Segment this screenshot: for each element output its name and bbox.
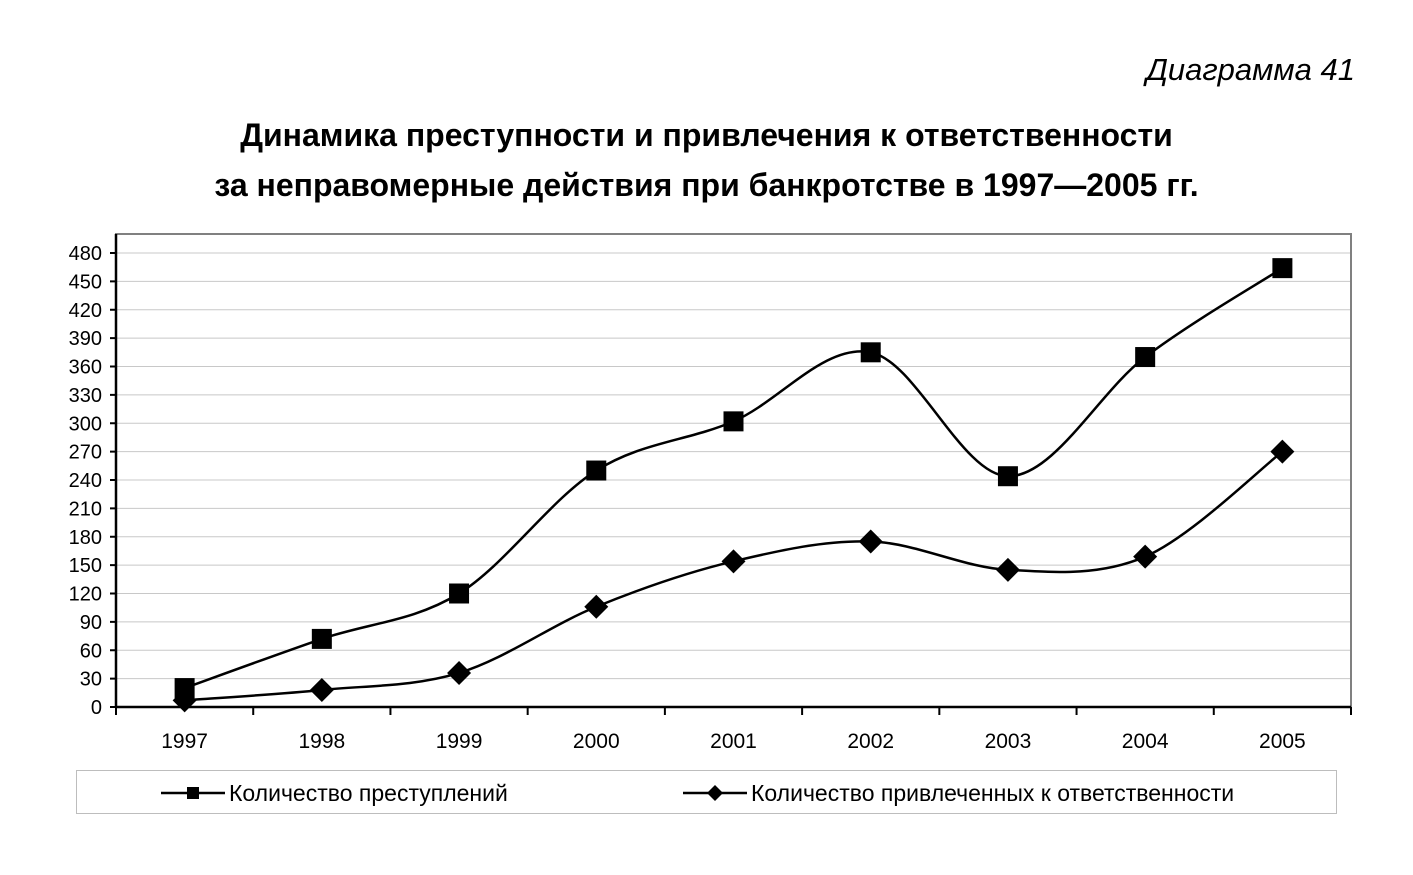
data-point-crimes-2004 bbox=[1135, 347, 1156, 368]
x-tick-label: 2000 bbox=[573, 730, 620, 753]
tick-labels: 0 30 60 90 120 150 180 210 240 270 300 330 360 390 420… bbox=[69, 243, 1306, 753]
diagram-number: Диаграмма 41 bbox=[1146, 52, 1355, 87]
y-tick-label: 90 bbox=[80, 612, 102, 634]
data-point-prosecuted-2002 bbox=[858, 529, 883, 554]
data-point-crimes-2002 bbox=[860, 342, 881, 363]
chart-title-line-2: за неправомерные действия при банкротств… bbox=[214, 167, 1199, 203]
y-tick-label: 210 bbox=[69, 498, 102, 520]
diamond-marker-icon bbox=[683, 785, 747, 801]
data-point-prosecuted-2001 bbox=[721, 549, 746, 574]
y-tick-label: 0 bbox=[91, 697, 102, 719]
y-tick-label: 390 bbox=[69, 328, 102, 350]
x-tick-label: 1999 bbox=[436, 730, 483, 753]
data-point-crimes-2001 bbox=[723, 411, 744, 432]
legend: Количество преступлений Количество привл… bbox=[76, 770, 1337, 814]
square-marker-icon bbox=[161, 787, 225, 799]
data-point-crimes-2005 bbox=[1272, 258, 1293, 279]
legend-label-crimes: Количество преступлений bbox=[229, 779, 508, 806]
data-point-prosecuted-2003 bbox=[995, 557, 1020, 582]
y-tick-label: 240 bbox=[69, 470, 102, 492]
series-line-prosecuted bbox=[184, 450, 1284, 702]
x-tick-label: 1998 bbox=[298, 730, 345, 753]
y-tick-label: 480 bbox=[69, 243, 102, 265]
y-tick-label: 420 bbox=[69, 300, 102, 322]
chart-title: Динамика преступности и привлечения к от… bbox=[0, 110, 1413, 210]
data-point-prosecuted-1997 bbox=[172, 688, 197, 713]
legend-item-prosecuted: Количество привлеченных к ответственност… bbox=[683, 771, 1234, 815]
y-tick-label: 150 bbox=[69, 555, 102, 577]
data-point-prosecuted-1999 bbox=[447, 660, 472, 685]
data-point-crimes-1998 bbox=[311, 628, 332, 649]
chart-title-line-1: Динамика преступности и привлечения к от… bbox=[240, 117, 1173, 153]
legend-item-crimes: Количество преступлений bbox=[161, 771, 508, 815]
x-tick-label: 2003 bbox=[985, 730, 1032, 753]
y-tick-label: 30 bbox=[80, 669, 102, 691]
y-tick-label: 120 bbox=[69, 584, 102, 606]
legend-label-prosecuted: Количество привлеченных к ответственност… bbox=[751, 779, 1235, 806]
series-markers bbox=[172, 258, 1295, 713]
y-tick-label: 180 bbox=[69, 527, 102, 549]
y-tick-label: 450 bbox=[69, 271, 102, 293]
data-point-crimes-1999 bbox=[449, 583, 470, 604]
grid-lines bbox=[116, 252, 1351, 680]
plot-area-border bbox=[115, 233, 1352, 708]
data-point-crimes-2003 bbox=[997, 466, 1018, 487]
data-point-crimes-1997 bbox=[174, 678, 195, 699]
y-tick-label: 270 bbox=[69, 442, 102, 464]
axes bbox=[110, 233, 1352, 715]
x-tick-label: 2002 bbox=[847, 730, 894, 753]
x-tick-label: 2004 bbox=[1122, 730, 1169, 753]
y-tick-label: 300 bbox=[69, 413, 102, 435]
series-line-crimes bbox=[184, 267, 1284, 690]
data-point-prosecuted-2000 bbox=[584, 594, 609, 619]
data-point-crimes-2000 bbox=[586, 460, 607, 481]
y-tick-label: 330 bbox=[69, 385, 102, 407]
y-tick-label: 60 bbox=[80, 640, 102, 662]
y-tick-label: 360 bbox=[69, 357, 102, 379]
data-point-prosecuted-2005 bbox=[1270, 439, 1295, 464]
x-tick-label: 2005 bbox=[1259, 730, 1306, 753]
series-lines bbox=[184, 267, 1284, 702]
x-tick-label: 1997 bbox=[161, 730, 208, 753]
data-point-prosecuted-1998 bbox=[309, 677, 334, 702]
data-point-prosecuted-2004 bbox=[1133, 544, 1158, 569]
x-tick-label: 2001 bbox=[710, 730, 757, 753]
